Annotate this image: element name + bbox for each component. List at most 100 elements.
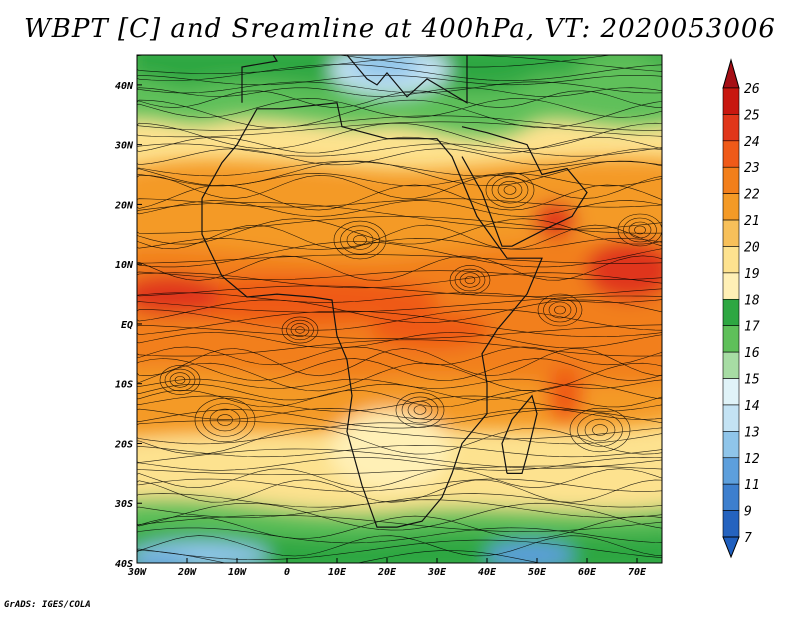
streamline-vortex <box>413 405 427 415</box>
streamline <box>137 160 662 187</box>
colorbar-swatch <box>722 431 740 459</box>
streamline-vortex <box>617 213 662 247</box>
grads-credit: GrADS: IGES/COLA <box>4 600 91 610</box>
streamline-vortex <box>333 220 387 260</box>
streamline-vortex <box>346 230 374 250</box>
colorbar-label: 23 <box>744 161 760 176</box>
streamline-vortex <box>634 225 646 235</box>
y-tick-label: 40S <box>115 559 133 570</box>
x-tick-label: 0 <box>284 567 290 578</box>
streamline <box>137 309 662 331</box>
x-tick-label: 50E <box>528 567 547 578</box>
streamline <box>137 241 662 268</box>
x-tick-label: 60E <box>578 567 597 578</box>
streamline <box>137 64 662 81</box>
streamline <box>137 358 662 381</box>
streamline <box>137 468 662 489</box>
streamline <box>137 389 662 408</box>
colorbar-label: 12 <box>744 452 760 467</box>
x-tick-label: 40E <box>478 567 497 578</box>
colorbar-min-arrow <box>722 536 740 559</box>
y-tick-label: 10S <box>115 380 133 391</box>
colorbar-label: 22 <box>744 188 760 203</box>
streamline-vortex <box>401 396 439 424</box>
y-tick-label: 40N <box>115 81 134 92</box>
streamline <box>137 174 662 199</box>
streamline <box>137 310 662 338</box>
colorbar-label: 24 <box>744 135 760 150</box>
streamline-vortex <box>159 365 201 395</box>
streamline <box>137 115 662 131</box>
streamline <box>137 539 662 561</box>
colorbar-label: 17 <box>744 320 760 335</box>
streamline <box>137 184 662 211</box>
streamline <box>137 224 662 250</box>
streamline-vortex <box>628 221 652 239</box>
x-tick-label: 10W <box>228 567 247 578</box>
colorbar-label: 11 <box>744 478 760 493</box>
colorbar-label: 16 <box>744 346 760 361</box>
streamline <box>137 202 662 230</box>
colorbar-swatch <box>722 193 740 221</box>
streamline <box>137 456 662 471</box>
colorbar-swatch <box>722 114 740 142</box>
streamline-vortex <box>407 400 433 420</box>
colorbar-swatch <box>722 272 740 300</box>
streamline-vortex <box>174 376 186 384</box>
streamline <box>137 237 662 250</box>
streamline-vortex <box>537 293 583 327</box>
streamline <box>137 87 662 98</box>
x-tick-label: 70E <box>628 567 647 578</box>
colorbar-label: 15 <box>744 373 760 388</box>
streamline <box>137 161 662 177</box>
wbpt-shading <box>137 55 662 563</box>
streamline <box>137 198 662 208</box>
colorbar-label: 25 <box>744 108 760 123</box>
streamline <box>137 74 662 86</box>
latitude-axis: 40N 30N 20N 10N EQ 10S 20S 30S 40S <box>114 81 142 570</box>
colorbar-swatch <box>722 457 740 485</box>
streamline <box>137 346 662 366</box>
streamline-vortex <box>497 180 523 200</box>
streamline <box>137 502 662 531</box>
streamline <box>137 465 662 475</box>
y-tick-label: 20N <box>114 200 134 211</box>
streamline <box>137 527 662 544</box>
y-tick-label: 10N <box>115 260 134 271</box>
x-tick-label: 10E <box>328 567 347 578</box>
streamline-vortex <box>353 234 367 246</box>
streamline <box>137 444 662 458</box>
y-tick-label: EQ <box>121 320 133 331</box>
streamline-vortex <box>459 272 481 288</box>
colorbar-max-arrow <box>722 58 740 89</box>
colorbar-label: 9 <box>744 505 752 520</box>
colorbar-legend: 26 25 24 23 22 21 20 19 18 17 16 15 14 13 12 11 9 7 <box>722 58 760 559</box>
streamline <box>137 270 662 281</box>
streamline <box>137 448 662 469</box>
streamline <box>137 136 662 154</box>
streamline <box>137 98 662 118</box>
streamline <box>137 299 662 323</box>
colorbar-swatch <box>722 483 740 511</box>
colorbar-swatch <box>722 351 740 379</box>
streamline-vortex <box>202 403 248 437</box>
streamline <box>137 292 662 303</box>
streamline-vortex <box>209 408 241 432</box>
streamline-vortex <box>569 407 631 453</box>
streamline <box>137 427 662 455</box>
colorbar-swatch <box>722 87 740 115</box>
streamline <box>137 148 662 166</box>
streamline-vortex <box>464 276 476 284</box>
colorbar-swatch <box>722 298 740 327</box>
colorbar-swatch <box>722 166 740 194</box>
colorbar-label: 20 <box>744 240 760 255</box>
y-tick-label: 20S <box>114 439 133 450</box>
streamline-vortex <box>503 185 517 195</box>
streamline <box>137 348 662 377</box>
streamline <box>137 324 662 339</box>
streamline <box>137 55 662 74</box>
y-tick-label: 30S <box>114 499 133 510</box>
streamline <box>137 550 542 563</box>
streamline-vortex <box>340 225 380 255</box>
streamline-vortex <box>286 319 314 341</box>
